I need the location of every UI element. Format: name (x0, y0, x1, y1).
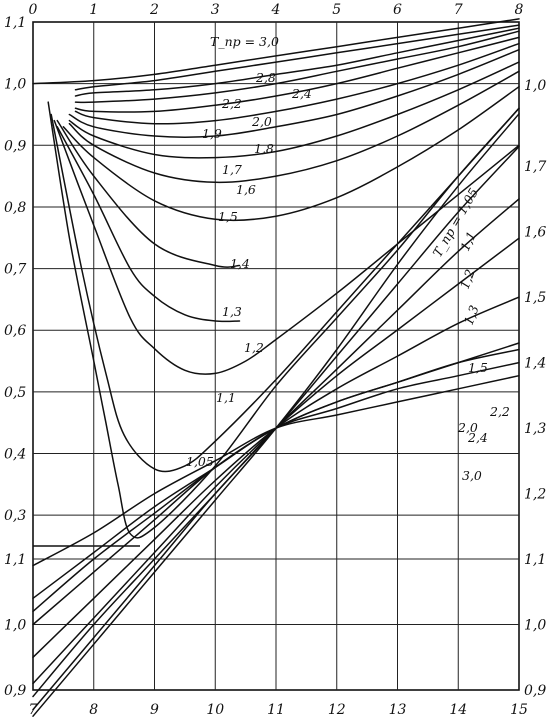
y-left-tick-lower: 0,9 (4, 683, 26, 699)
upper-curve-9 (62, 85, 520, 222)
x-bottom-tick: 10 (206, 702, 224, 718)
lower-curve-label: 1,2 (457, 267, 478, 291)
upper-curve-label: 2,0 (251, 114, 272, 129)
upper-curve-label: 1,4 (230, 256, 250, 271)
y-right-tick: 1,5 (524, 290, 546, 306)
upper-curve-label: 1,05 (186, 454, 214, 469)
y-right-tick: 1,7 (524, 159, 546, 175)
x-bottom-tick: 8 (89, 702, 98, 718)
upper-curve-10 (56, 119, 241, 268)
lower-curve-label: 1,5 (468, 360, 488, 375)
x-bottom-tick: 15 (510, 702, 528, 718)
upper-curve-11 (56, 126, 241, 323)
lower-curve-label: 2,4 (467, 430, 488, 445)
upper-curve-0 (32, 18, 520, 85)
lower-curve-label: 3,0 (462, 468, 482, 483)
x-top-tick: 4 (271, 2, 281, 18)
lower-curve-label: 1,3 (461, 303, 482, 327)
x-bottom-tick: 11 (267, 702, 285, 718)
upper-curve-label: 2,8 (255, 70, 276, 85)
curves (32, 18, 520, 717)
upper-curve-13 (50, 107, 520, 473)
x-top-tick: 5 (332, 2, 341, 18)
y-left-tick: 0,4 (4, 447, 26, 463)
upper-curve-3 (74, 30, 520, 104)
y-right-tick: 1,6 (524, 225, 546, 241)
y-left-tick: 0,5 (4, 385, 26, 401)
x-bottom-tick: 12 (328, 702, 346, 718)
y-right-tick-upper: 1,0 (524, 78, 546, 94)
x-bottom-tick: 13 (389, 702, 407, 718)
upper-curve-label: 2,2 (221, 96, 242, 111)
x-top-tick: 1 (89, 2, 98, 18)
x-top-tick: 0 (29, 2, 38, 18)
y-left-tick: 1,1 (4, 15, 26, 31)
y-right-tick: 0,9 (524, 683, 546, 699)
tick-labels: 0 1 2 3 4 5 6 7 87 8 9 10 11 12 13 14 151,11,00,90,80,70… (4, 2, 546, 718)
y-left-tick: 1,0 (4, 77, 26, 93)
y-left-tick: 0,9 (4, 138, 26, 154)
lower-curve-label: 2,2 (489, 404, 510, 419)
upper-curve-12 (53, 119, 520, 375)
x-top-tick: 6 (393, 2, 402, 18)
grid (33, 22, 519, 690)
y-left-tick: 0,3 (4, 508, 26, 524)
upper-curve-1 (74, 24, 520, 91)
upper-curve-5 (74, 42, 520, 125)
lower-curve-label: 2,0 (457, 420, 478, 435)
upper-curve-label: 2,4 (291, 86, 312, 101)
y-right-tick: 1,0 (524, 618, 546, 634)
y-right-tick: 1,1 (524, 552, 546, 568)
upper-curve-6 (68, 48, 520, 138)
upper-curve-label: 1,7 (222, 162, 242, 177)
x-top-tick: 2 (149, 2, 159, 18)
y-right-tick: 1,4 (524, 356, 546, 372)
y-left-tick-lower: 1,1 (4, 552, 26, 568)
x-top-tick: 3 (211, 2, 220, 18)
upper-curve-label: 1,1 (216, 390, 236, 405)
upper-curve-label: 1,5 (218, 209, 238, 224)
y-left-tick: 0,7 (4, 262, 26, 278)
lower-curve-8 (32, 374, 520, 567)
upper-curve-label: 1,3 (222, 304, 242, 319)
upper-curve-14 (47, 101, 520, 539)
upper-curve-label: T_пр = 3,0 (210, 34, 279, 49)
x-bottom-tick: 9 (150, 702, 159, 718)
upper-curve-8 (68, 70, 520, 184)
x-bottom-tick: 14 (449, 702, 467, 718)
upper-curve-label: 1,9 (202, 126, 222, 141)
upper-curve-label: 1,2 (244, 340, 264, 355)
upper-curve-2 (74, 27, 520, 97)
curve-labels: T_пр = 3,02,82,42,22,01,91,81,71,61,51,4… (186, 34, 510, 483)
upper-curve-4 (74, 36, 520, 113)
y-left-tick: 0,6 (4, 323, 26, 339)
y-right-tick: 1,3 (524, 421, 546, 437)
x-top-tick: 7 (454, 2, 463, 18)
x-bottom-tick: 7 (29, 702, 38, 718)
y-left-tick: 0,8 (4, 200, 26, 216)
y-right-tick: 1,2 (524, 487, 546, 503)
x-top-tick: 8 (515, 2, 524, 18)
upper-curve-label: 1,8 (254, 141, 274, 156)
upper-curve-7 (68, 61, 520, 159)
y-left-tick-lower: 1,0 (4, 618, 26, 634)
upper-curve-label: 1,6 (236, 182, 256, 197)
